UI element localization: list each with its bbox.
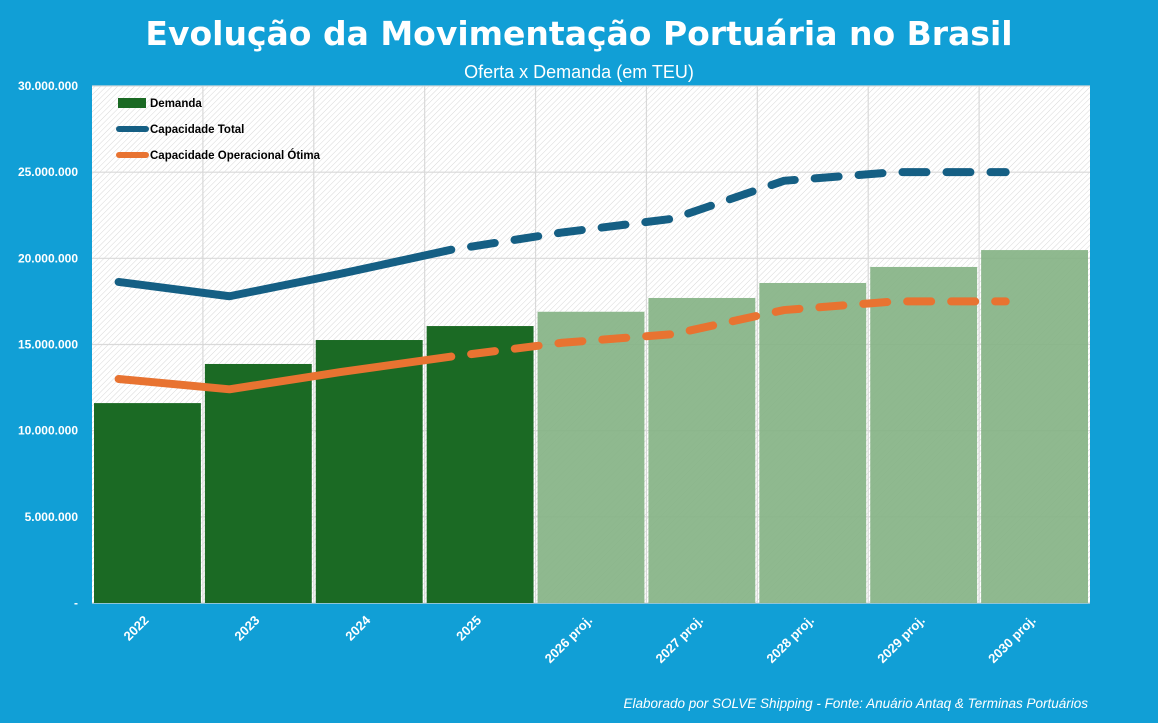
legend: Demanda Capacidade Total Capacidade Operac… [116, 98, 321, 162]
y-tick-label: - [74, 596, 78, 610]
line-capacidade-total-actual [114, 245, 456, 301]
x-tick-label: 2026 proj. [542, 613, 596, 667]
y-tick-label: 15.000.000 [18, 338, 78, 352]
x-tick-label: 2028 proj. [763, 613, 817, 667]
bar-demanda-4 [537, 311, 645, 603]
bar-demanda-8 [981, 250, 1088, 603]
legend-label: Capacidade Operacional Ótima [150, 149, 321, 162]
bar-demanda-3 [426, 326, 534, 603]
bar-demanda-2 [315, 340, 423, 603]
bar-demanda-1 [204, 363, 312, 603]
legend-label: Capacidade Total [150, 124, 244, 136]
bar-demanda-6 [759, 282, 867, 603]
bar-demanda-0 [94, 403, 201, 603]
line-capacidade-total-projected [447, 168, 1010, 254]
x-tick-label: 2025 [453, 613, 484, 644]
y-tick-label: 20.000.000 [18, 251, 78, 265]
y-tick-label: 30.000.000 [18, 79, 78, 93]
bar-demanda-5 [648, 297, 756, 603]
x-tick-label: 2022 [121, 613, 152, 644]
y-tick-label: 10.000.000 [18, 424, 78, 438]
y-tick-label: 5.000.000 [25, 510, 79, 524]
x-tick-label: 2027 proj. [652, 613, 706, 667]
legend-label: Demanda [150, 98, 202, 110]
chart-subtitle: Oferta x Demanda (em TEU) [464, 62, 694, 82]
x-tick-label: 2029 proj. [874, 613, 928, 667]
bar-demanda-7 [870, 266, 978, 603]
line-capacidade-operacional-actual [114, 352, 456, 394]
x-tick-label: 2030 proj. [985, 613, 1039, 667]
chart-source-note: Elaborado por SOLVE Shipping - Fonte: An… [623, 696, 1088, 711]
chart-title: Evolução da Movimentação Portuária no Br… [145, 14, 1013, 53]
x-tick-label: 2023 [231, 613, 262, 644]
y-tick-label: 25.000.000 [18, 165, 78, 179]
legend-swatch-demanda [118, 98, 146, 108]
x-tick-label: 2024 [342, 612, 374, 644]
line-capacidade-operacional-projected [447, 297, 1010, 361]
